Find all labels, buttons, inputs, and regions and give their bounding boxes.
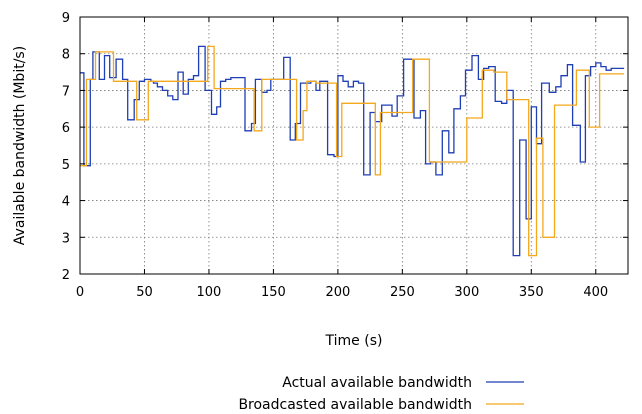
series-line-1 <box>80 45 625 257</box>
grid-lines <box>80 17 628 274</box>
y-tick-label: 8 <box>62 48 70 63</box>
x-ticks: 0 50 100 150 200 250 300 350 400 <box>76 17 608 300</box>
y-tick-label: 5 <box>62 158 70 173</box>
x-axis-label: Time (s) <box>325 333 383 349</box>
y-tick-label: 4 <box>62 195 70 210</box>
x-tick-label: 150 <box>261 285 286 300</box>
legend-label-2: Broadcasted available bandwidth <box>238 397 472 413</box>
x-tick-label: 0 <box>76 285 84 300</box>
x-tick-label: 350 <box>519 285 544 300</box>
y-ticks: 2 3 4 5 6 7 8 9 <box>62 11 628 283</box>
x-tick-label: 250 <box>390 285 415 300</box>
y-axis-label: Available bandwidth (Mbit/s) <box>12 46 28 245</box>
series-line-2 <box>80 45 625 257</box>
legend-label-1: Actual available bandwidth <box>282 375 472 391</box>
series-layer <box>80 45 625 257</box>
x-tick-label: 50 <box>136 285 153 300</box>
y-tick-label: 2 <box>62 268 70 283</box>
legend: Actual available bandwidth Broadcasted av… <box>238 375 524 413</box>
y-tick-label: 6 <box>62 121 70 136</box>
y-tick-label: 3 <box>62 231 70 246</box>
x-tick-label: 200 <box>325 285 350 300</box>
x-tick-label: 400 <box>583 285 608 300</box>
plot-frame <box>79 16 629 275</box>
x-tick-label: 300 <box>454 285 479 300</box>
y-tick-label: 9 <box>62 11 70 26</box>
y-tick-label: 7 <box>62 84 70 99</box>
x-tick-label: 100 <box>197 285 222 300</box>
